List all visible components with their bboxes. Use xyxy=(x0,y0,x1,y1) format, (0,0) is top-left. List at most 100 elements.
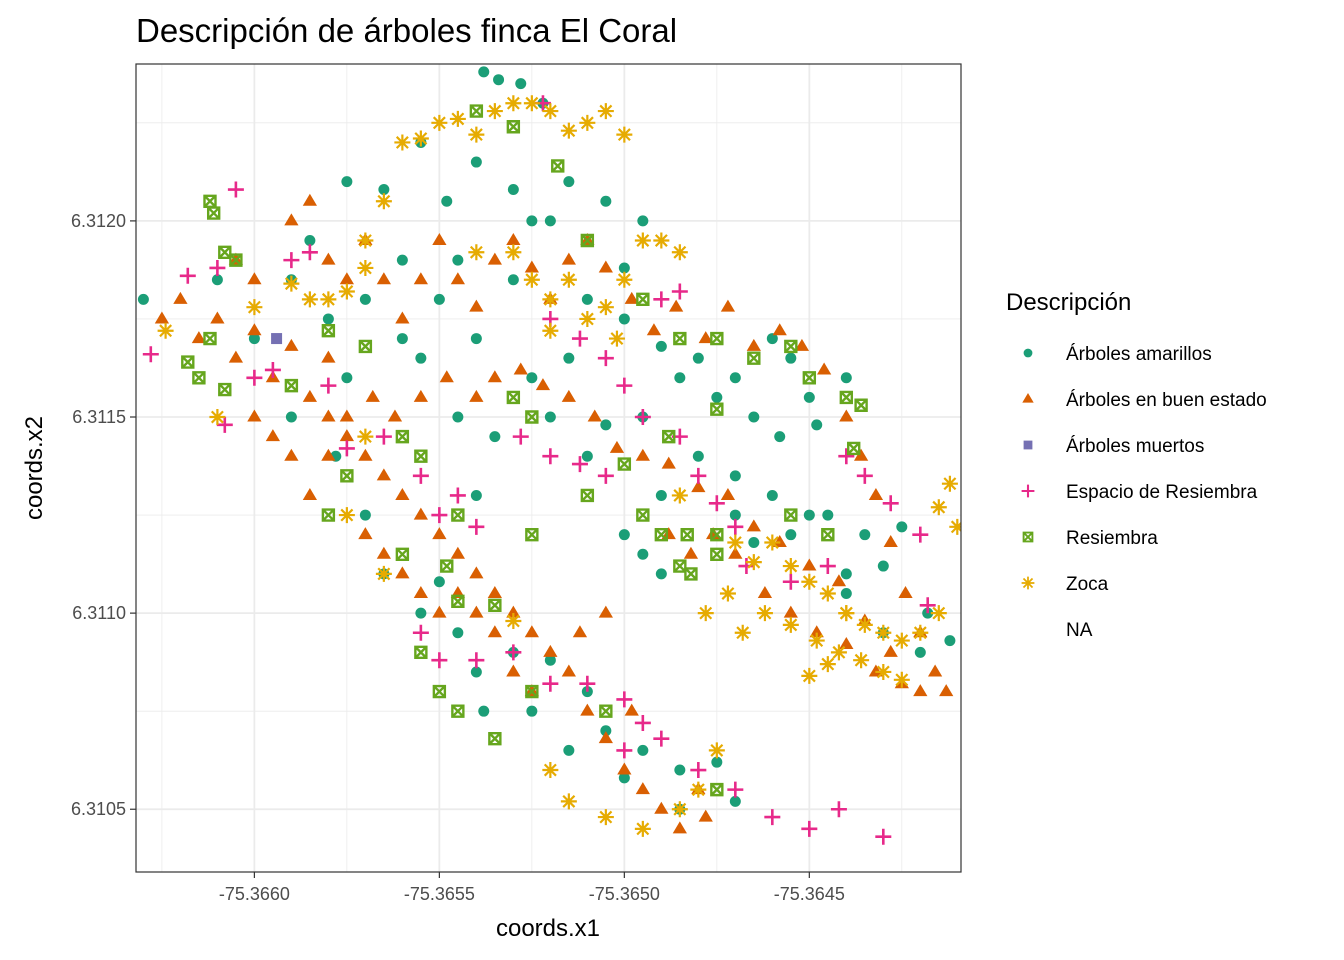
data-point xyxy=(375,428,392,445)
data-point xyxy=(468,652,485,669)
data-point xyxy=(488,598,502,612)
data-point xyxy=(698,809,713,822)
data-point xyxy=(452,254,464,266)
data-point xyxy=(868,664,884,677)
data-point xyxy=(830,801,847,818)
data-point xyxy=(598,731,613,744)
data-point xyxy=(618,262,630,274)
legend-item: Espacio de Resiembra xyxy=(1021,482,1258,503)
data-point xyxy=(301,291,318,308)
data-point xyxy=(524,625,539,638)
data-point xyxy=(433,576,445,588)
data-point xyxy=(469,566,484,579)
data-point xyxy=(469,605,484,618)
data-point xyxy=(247,409,262,422)
data-point xyxy=(764,809,781,826)
data-point xyxy=(710,547,724,561)
data-point xyxy=(218,382,232,397)
data-point xyxy=(469,104,484,118)
data-point xyxy=(816,362,832,375)
data-point xyxy=(395,487,410,500)
data-point xyxy=(375,565,392,582)
legend-item-label: Árboles en buen estado xyxy=(1066,390,1267,411)
data-point xyxy=(469,389,484,402)
data-point xyxy=(560,793,577,810)
data-point xyxy=(542,103,559,120)
data-point xyxy=(720,299,736,312)
data-point xyxy=(470,666,482,678)
data-point xyxy=(321,409,336,422)
data-point xyxy=(211,274,223,286)
data-point xyxy=(896,521,908,533)
data-point xyxy=(785,529,797,541)
data-point xyxy=(581,293,593,305)
data-point xyxy=(505,244,522,261)
legend-key xyxy=(1023,348,1033,358)
data-point xyxy=(580,233,595,248)
data-point xyxy=(506,390,521,405)
data-point xyxy=(561,252,576,265)
data-point xyxy=(358,448,373,461)
legend-key xyxy=(1021,484,1035,498)
data-point xyxy=(624,703,639,716)
data-point xyxy=(674,372,686,384)
x-axis-title: coords.x1 xyxy=(496,915,600,942)
data-point xyxy=(710,782,724,797)
data-point xyxy=(248,333,260,345)
data-point xyxy=(840,372,852,384)
data-point xyxy=(506,605,521,618)
data-point xyxy=(414,645,428,660)
data-point xyxy=(654,527,669,542)
data-point xyxy=(600,419,612,431)
data-point xyxy=(571,456,588,473)
data-point xyxy=(450,272,465,285)
data-point xyxy=(339,272,354,285)
data-point xyxy=(284,213,299,226)
data-point xyxy=(597,809,614,826)
legend-item: NA xyxy=(1066,620,1093,641)
series-group xyxy=(142,95,936,845)
data-point xyxy=(941,475,958,492)
data-point xyxy=(671,487,688,504)
data-point xyxy=(375,193,392,210)
data-point xyxy=(913,684,928,697)
data-point xyxy=(468,244,485,261)
data-point xyxy=(451,594,465,609)
data-point xyxy=(506,233,521,246)
data-point xyxy=(819,585,836,602)
data-point xyxy=(747,351,761,365)
data-point xyxy=(803,391,815,403)
data-point xyxy=(181,355,195,369)
data-point xyxy=(432,527,447,540)
data-point xyxy=(599,704,613,718)
data-point xyxy=(710,331,724,346)
data-point xyxy=(801,573,818,590)
data-point xyxy=(672,821,687,834)
data-point xyxy=(320,377,337,394)
data-point xyxy=(808,632,825,649)
data-point xyxy=(893,671,910,688)
data-point xyxy=(524,260,539,273)
data-point xyxy=(719,585,736,602)
y-tick-label: 6.3120 xyxy=(71,211,126,231)
data-point xyxy=(488,731,502,746)
data-point xyxy=(671,283,688,300)
data-point xyxy=(801,667,818,684)
data-point xyxy=(322,313,334,325)
data-point xyxy=(468,518,485,535)
legend-item-label: Árboles muertos xyxy=(1066,436,1204,457)
data-point xyxy=(912,624,929,641)
data-point xyxy=(597,299,614,316)
data-point xyxy=(413,272,428,285)
data-point xyxy=(882,495,899,512)
data-point xyxy=(748,411,760,423)
data-point xyxy=(840,568,852,580)
data-point xyxy=(661,456,676,469)
data-point xyxy=(512,428,529,445)
data-point xyxy=(439,370,454,383)
data-point xyxy=(745,554,762,571)
legend-item: Árboles amarillos xyxy=(1023,344,1212,365)
data-point xyxy=(838,605,855,622)
data-point xyxy=(478,705,490,717)
data-point xyxy=(394,134,411,151)
